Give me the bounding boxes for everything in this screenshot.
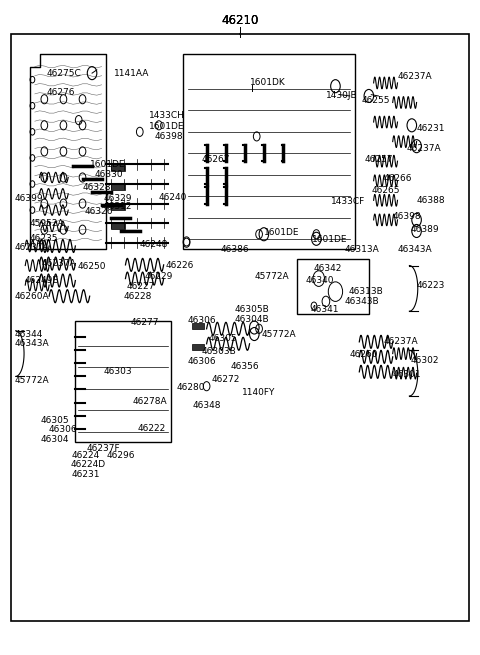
Text: 46257: 46257: [364, 155, 393, 164]
Text: 46341: 46341: [311, 305, 339, 314]
Text: 46356: 46356: [230, 362, 259, 371]
Text: 46235: 46235: [29, 234, 58, 242]
Text: 46386: 46386: [221, 245, 250, 253]
Text: 46226: 46226: [166, 261, 194, 270]
Text: 46255: 46255: [362, 96, 390, 105]
Text: 46237A: 46237A: [397, 72, 432, 81]
Text: 45772A: 45772A: [15, 377, 49, 386]
Text: 46231: 46231: [72, 470, 100, 479]
Text: 46302: 46302: [411, 356, 439, 365]
Text: 46296: 46296: [107, 451, 135, 460]
Text: 46303B: 46303B: [202, 347, 237, 356]
Text: 46260A: 46260A: [15, 291, 49, 301]
Text: 1601DE: 1601DE: [149, 122, 185, 131]
Text: 46266: 46266: [383, 174, 412, 183]
Text: 46306: 46306: [48, 425, 77, 434]
Polygon shape: [111, 165, 124, 171]
Text: 46237A: 46237A: [15, 244, 49, 252]
Text: 46348: 46348: [192, 402, 221, 410]
Text: 46398: 46398: [393, 212, 421, 221]
Polygon shape: [111, 204, 124, 210]
Text: 46305: 46305: [209, 334, 238, 343]
Text: 46229: 46229: [144, 272, 173, 281]
Text: 46249E: 46249E: [24, 276, 58, 285]
Text: 46237A: 46237A: [42, 259, 77, 268]
Bar: [183, 54, 355, 250]
Text: 46280: 46280: [177, 383, 205, 392]
Text: 46388: 46388: [417, 196, 445, 205]
Text: 46237A: 46237A: [383, 337, 418, 346]
Text: 46306: 46306: [188, 316, 216, 326]
Text: 1433CF: 1433CF: [331, 197, 365, 206]
Text: 1601DE: 1601DE: [264, 229, 300, 237]
Text: 46210: 46210: [221, 14, 259, 28]
Text: 46342: 46342: [314, 265, 342, 273]
Text: 1430JB: 1430JB: [326, 92, 358, 100]
Text: 46305B: 46305B: [234, 305, 269, 314]
Text: 46313A: 46313A: [345, 245, 380, 253]
Text: 46278A: 46278A: [132, 397, 167, 405]
Text: 46231: 46231: [417, 124, 445, 133]
Text: 46210: 46210: [221, 14, 259, 28]
Text: 46237F: 46237F: [86, 443, 120, 453]
Text: 46399: 46399: [15, 194, 43, 203]
Text: 1601DE: 1601DE: [90, 160, 125, 169]
Polygon shape: [111, 223, 124, 229]
Text: 46248: 46248: [140, 240, 168, 248]
Text: 46272: 46272: [211, 375, 240, 384]
Polygon shape: [111, 184, 124, 190]
Text: 45772A: 45772A: [254, 272, 289, 281]
Text: 46328: 46328: [83, 183, 111, 192]
Polygon shape: [192, 344, 204, 350]
Text: 46276: 46276: [47, 88, 75, 97]
Text: 1433CH: 1433CH: [149, 111, 185, 120]
Text: 46227: 46227: [126, 282, 155, 291]
Bar: [75, 321, 171, 441]
Text: 46277: 46277: [130, 318, 159, 327]
Text: 46329: 46329: [104, 194, 132, 203]
Text: 1601DK: 1601DK: [250, 79, 285, 87]
Text: 46306: 46306: [188, 357, 216, 366]
Text: 46275C: 46275C: [47, 69, 82, 78]
Text: 46343A: 46343A: [397, 245, 432, 253]
Text: 46330: 46330: [95, 170, 123, 179]
Text: 46301: 46301: [393, 370, 421, 379]
Text: 46240: 46240: [159, 193, 187, 202]
Text: 46326: 46326: [85, 207, 113, 216]
Text: 46267: 46267: [202, 155, 230, 164]
Text: 46398: 46398: [154, 132, 183, 141]
Text: 46304B: 46304B: [234, 314, 269, 324]
Text: 46305: 46305: [40, 416, 69, 424]
Text: 46224D: 46224D: [71, 460, 106, 469]
Text: 46304: 46304: [40, 435, 69, 444]
Text: 46344: 46344: [15, 329, 43, 339]
Text: 46250: 46250: [78, 263, 106, 271]
Text: 46265: 46265: [371, 186, 400, 195]
Text: 46222: 46222: [137, 424, 166, 433]
Text: 46343B: 46343B: [345, 297, 380, 306]
Polygon shape: [192, 324, 204, 329]
Text: 46228: 46228: [123, 291, 152, 301]
Text: 46237A: 46237A: [407, 143, 442, 153]
Text: 46224: 46224: [72, 451, 100, 460]
Text: 46340: 46340: [306, 276, 335, 285]
Text: 46223: 46223: [417, 280, 445, 290]
Text: 46313B: 46313B: [349, 287, 384, 296]
Text: 46303: 46303: [104, 367, 132, 376]
Bar: [297, 259, 369, 314]
Text: 1141AA: 1141AA: [114, 69, 149, 78]
Text: 1140FY: 1140FY: [242, 388, 276, 397]
Text: 45952A: 45952A: [30, 219, 65, 228]
Text: 45772A: 45772A: [262, 329, 296, 339]
Text: 46260: 46260: [350, 350, 378, 360]
Text: 46312: 46312: [104, 202, 132, 212]
Text: 46210: 46210: [221, 14, 259, 28]
Text: 1601DE: 1601DE: [312, 235, 347, 244]
Text: 46389: 46389: [411, 225, 440, 234]
Text: 46343A: 46343A: [15, 339, 49, 348]
